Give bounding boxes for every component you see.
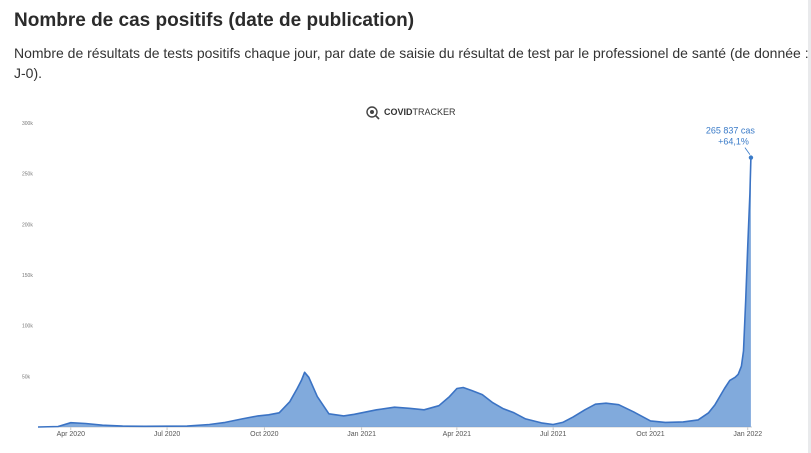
y-tick-label: 250k: [22, 172, 33, 178]
brand-name-bold: COVID: [384, 107, 413, 117]
y-tick-label: 150k: [22, 273, 33, 279]
brand-name-light: TRACKER: [413, 107, 457, 117]
x-tick-label: Apr 2021: [443, 431, 472, 438]
virus-magnifier-icon: [366, 106, 380, 120]
annotation-layer: 265 837 cas+64,1%: [706, 126, 756, 160]
annotation-point: [748, 155, 754, 160]
y-tick-label: 100k: [22, 324, 33, 330]
x-tick-label: Jan 2021: [347, 431, 376, 438]
annotation-change-label: +64,1%: [718, 137, 749, 147]
page-subtitle: Nombre de résultats de tests positifs ch…: [14, 45, 809, 81]
y-axis: 50k 100k 150k 200k 250k 300k: [22, 121, 33, 380]
y-tick-label: 50k: [22, 374, 31, 380]
annotation-pointer: [744, 147, 751, 155]
series-area: [38, 157, 751, 427]
annotation-value-label: 265 837 cas: [706, 126, 756, 136]
x-tick-label: Jan 2022: [733, 431, 762, 438]
brand-logo: COVIDTRACKER: [366, 106, 456, 120]
x-tick-label: Oct 2020: [250, 431, 279, 438]
y-tick-label: 300k: [22, 121, 33, 127]
brand-name: COVIDTRACKER: [384, 107, 456, 117]
y-tick-label: 200k: [22, 222, 33, 228]
series-line: [37, 157, 752, 428]
x-tick-label: Jul 2020: [154, 431, 181, 438]
x-tick-label: Apr 2020: [57, 431, 86, 438]
right-edge-strip: [808, 0, 811, 453]
x-axis: Apr 2020 Jul 2020 Oct 2020 Jan 2021 Apr 2021…: [57, 427, 762, 438]
x-tick-label: Oct 2021: [636, 431, 665, 438]
x-tick-label: Jul 2021: [540, 431, 567, 438]
series-layer: [37, 157, 752, 428]
page-title: Nombre de cas positifs (date de publicat…: [14, 10, 415, 31]
